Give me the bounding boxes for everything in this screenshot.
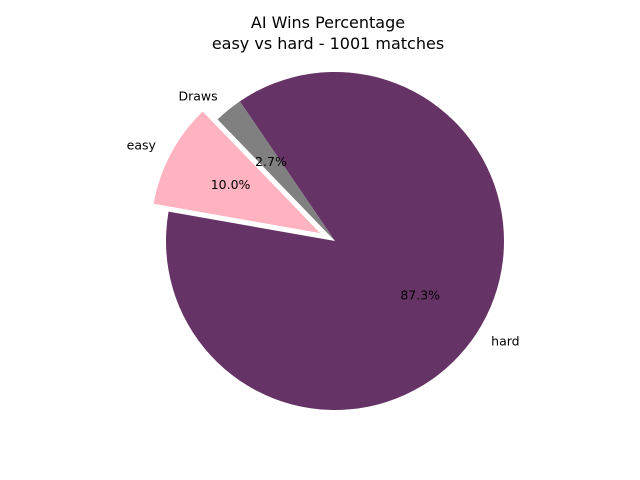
slice-label-easy: easy [127,137,157,152]
pie-slice-draws [217,101,335,241]
pie-slice-hard [165,72,504,411]
chart-subtitle: easy vs hard - 1001 matches [212,34,444,53]
pie-labels: hard 87.3% Draws 2.7% easy 10.0% [127,88,520,348]
pie-slices [153,72,504,411]
chart-title: AI Wins Percentage [251,13,405,32]
slice-percent-hard: 87.3% [400,288,440,303]
pie-slice-easy [153,111,321,234]
slice-percent-easy: 10.0% [211,177,251,192]
slice-label-hard: hard [491,333,519,348]
slice-label-draws: Draws [178,88,217,103]
slice-percent-draws: 2.7% [255,154,287,169]
